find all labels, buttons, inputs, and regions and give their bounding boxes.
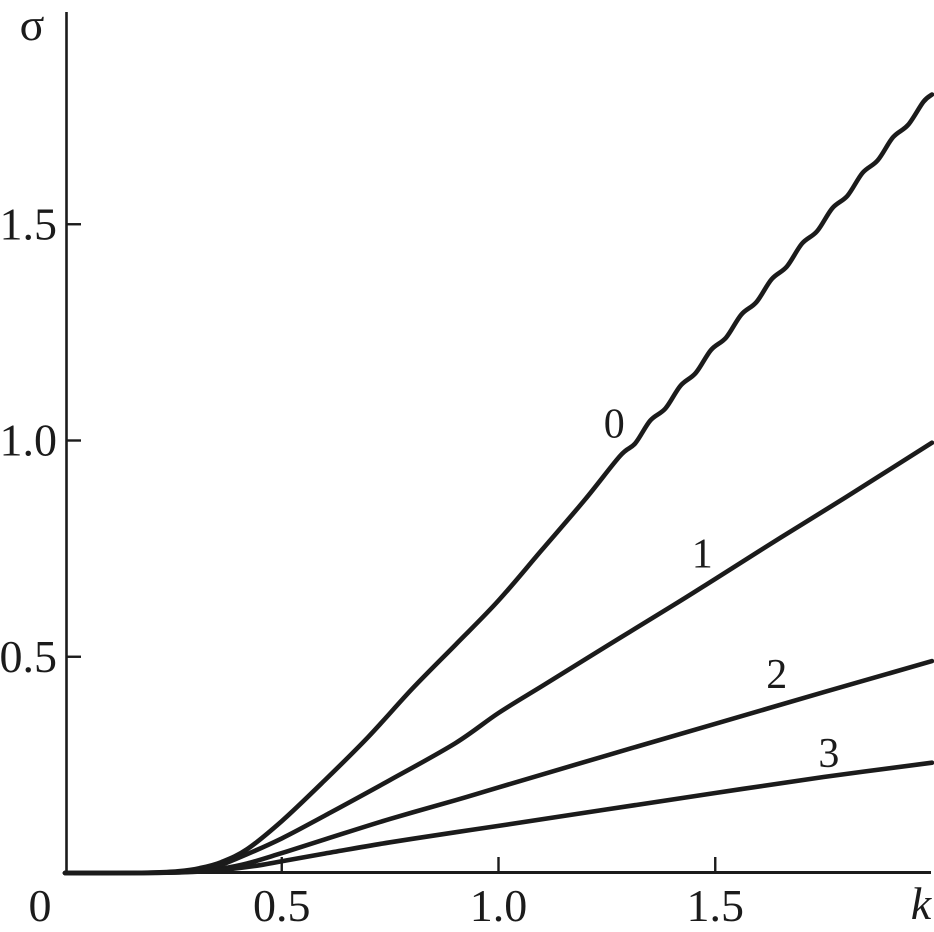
x-axis-title: k — [911, 878, 933, 929]
y-tick-label: 1.0 — [0, 415, 57, 466]
curve-label-0: 0 — [604, 401, 625, 447]
curve-3 — [62, 760, 934, 876]
x-tick-label: 1.0 — [470, 880, 528, 931]
curve-0 — [62, 92, 934, 876]
curves-layer — [62, 92, 934, 876]
curve-label-2: 2 — [766, 652, 787, 698]
axes-layer — [64, 12, 931, 874]
curve-label-1: 1 — [692, 532, 713, 578]
x-tick-label: 1.5 — [687, 880, 745, 931]
curve-label-3: 3 — [818, 731, 839, 777]
y-tick-label: 1.5 — [0, 198, 57, 249]
y-tick-label: 0.5 — [0, 631, 57, 682]
curve-1 — [62, 440, 934, 876]
curve-2 — [62, 658, 934, 876]
y-axis-title: σ — [20, 0, 45, 50]
x-tick-label: 0.5 — [253, 880, 311, 931]
origin-label: 0 — [29, 880, 52, 931]
